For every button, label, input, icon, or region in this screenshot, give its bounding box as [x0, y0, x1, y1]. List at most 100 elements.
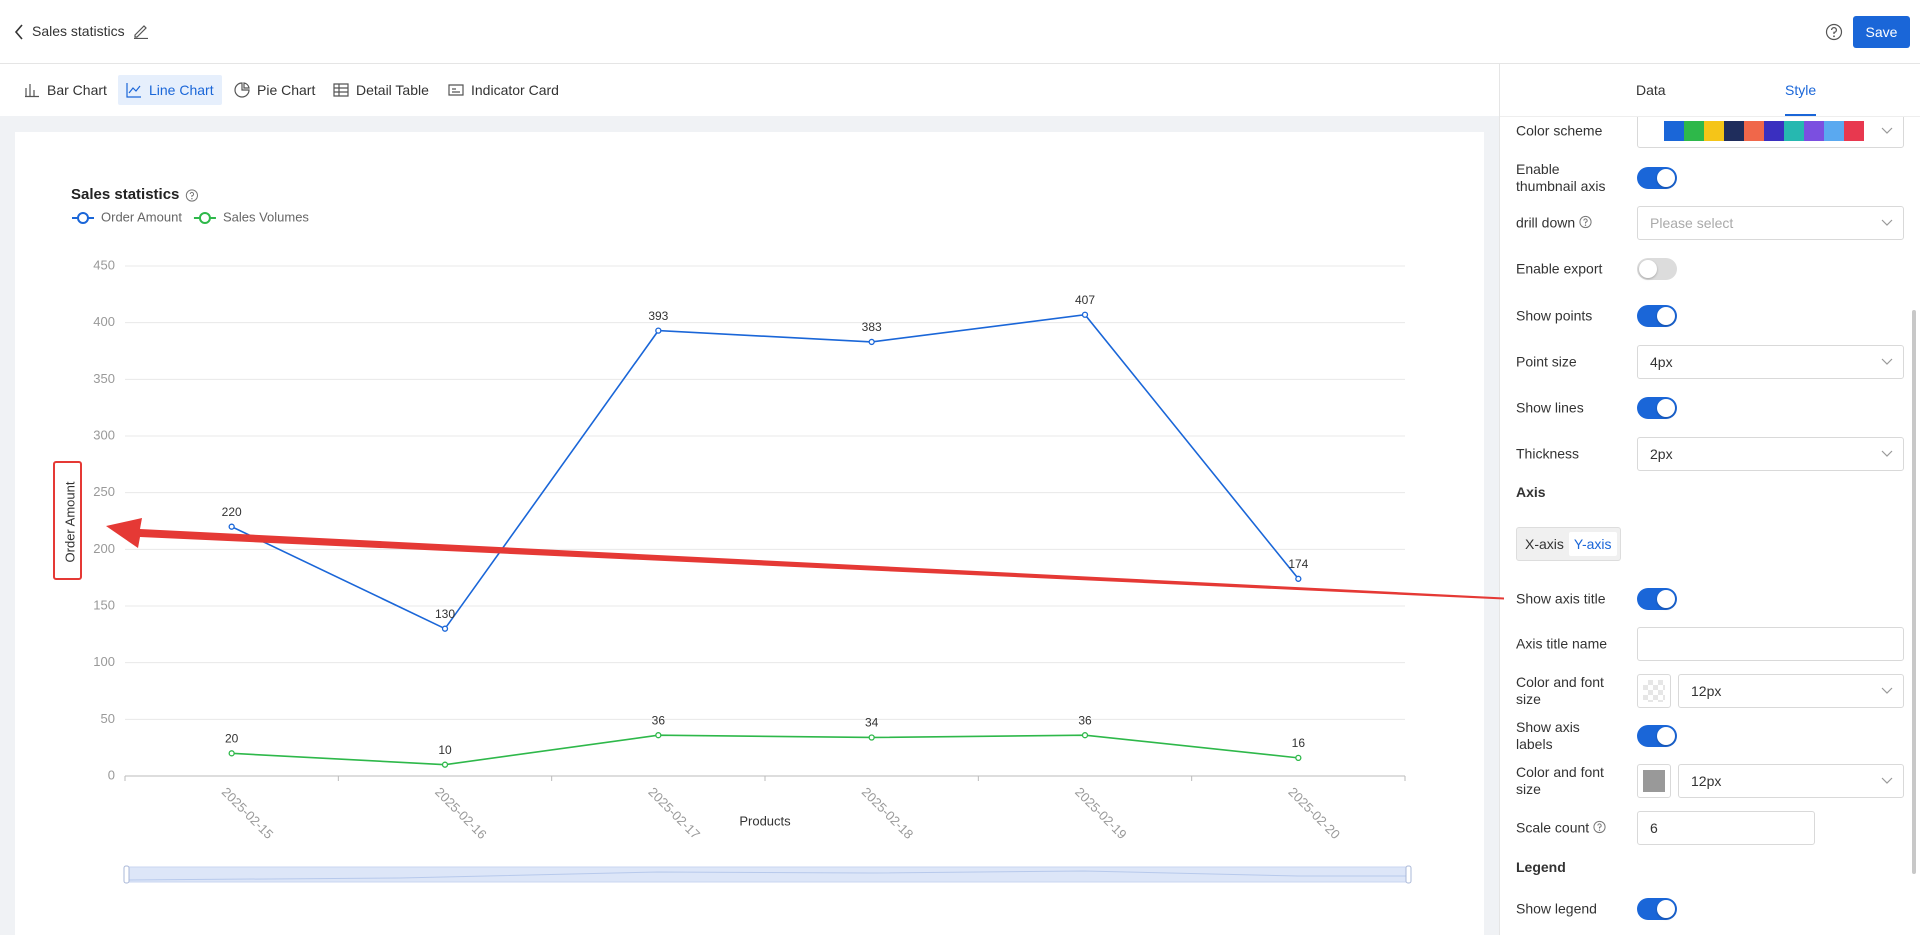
data-point[interactable] [1295, 754, 1302, 762]
data-point[interactable] [655, 732, 662, 739]
toggle[interactable] [1637, 588, 1677, 610]
toggle[interactable] [1637, 167, 1677, 189]
data-label: 220 [222, 505, 242, 519]
data-point[interactable] [1081, 732, 1089, 739]
color-scheme-select[interactable] [1637, 117, 1904, 148]
toggle-knob [1657, 169, 1675, 187]
chart-type-tab[interactable]: Indicator Card [440, 75, 567, 105]
chevron [1881, 358, 1893, 365]
toggle[interactable] [1637, 397, 1677, 419]
panel-tab[interactable]: Data [1636, 82, 1666, 98]
help-mark [1583, 218, 1588, 224]
canvas: Sales statistics Order Amount Sales Volume… [0, 116, 1500, 952]
color-swatch [1643, 680, 1665, 702]
section-heading: Legend [1516, 859, 1566, 875]
color-picker[interactable] [1637, 674, 1671, 708]
toggle[interactable] [1637, 305, 1677, 327]
setting-label: Show legend [1516, 901, 1620, 918]
value: 12px [1691, 683, 1722, 699]
label-text: Show points [1516, 307, 1593, 324]
edit-icon[interactable] [133, 23, 149, 39]
data-label: 174 [1288, 557, 1308, 571]
select[interactable]: Please select [1637, 206, 1904, 240]
data-point[interactable] [1081, 311, 1089, 318]
data-point[interactable] [441, 761, 449, 768]
toggle-knob [1657, 727, 1675, 745]
setting-label: Axis title name [1516, 636, 1620, 653]
toggle[interactable] [1637, 898, 1677, 920]
style-panel: Data Style Color scheme Enable thumbnail a… [1499, 64, 1920, 935]
tab-icon-path [25, 84, 39, 98]
help-icon[interactable] [1825, 23, 1843, 41]
chart-type-tab[interactable]: Line Chart [118, 75, 222, 105]
font-size-select[interactable]: 12px [1678, 674, 1904, 708]
font-size-select[interactable]: 12px [1678, 764, 1904, 798]
data-label: 20 [225, 732, 239, 746]
setting-label: drill down [1516, 215, 1620, 232]
panel-tabs: Data Style [1500, 64, 1920, 117]
input[interactable]: 6 [1637, 811, 1815, 845]
panel-tab[interactable]: Style [1785, 64, 1817, 116]
chart-type-tab[interactable]: Pie Chart [226, 75, 323, 105]
data-point[interactable] [228, 523, 235, 530]
data-point[interactable] [868, 734, 875, 741]
x-tick-label: 2025-02-20 [1285, 784, 1343, 842]
chart-type-tab[interactable]: Bar Chart [16, 75, 115, 105]
legend-label[interactable]: Order Amount [101, 209, 182, 224]
data-zoom-handle[interactable] [1405, 865, 1412, 884]
help-icon[interactable] [1593, 820, 1606, 834]
x-tick-label: 2025-02-18 [859, 784, 917, 842]
segment[interactable]: X-axis [1525, 536, 1564, 552]
y-tick-label: 300 [93, 427, 115, 442]
chevron-path [1881, 127, 1893, 134]
tab-label: Detail Table [356, 82, 429, 98]
data-point[interactable] [228, 750, 235, 757]
label-text: Color and font size [1516, 674, 1604, 707]
input[interactable] [1637, 627, 1904, 661]
data-zoom-handle[interactable] [123, 865, 130, 884]
help-circle [1593, 820, 1606, 834]
help-mark [189, 191, 195, 197]
data-point[interactable] [868, 338, 875, 346]
y-tick-label: 400 [93, 314, 115, 329]
placeholder: Please select [1650, 215, 1734, 231]
tab-label: Indicator Card [471, 82, 559, 98]
save-button[interactable]: Save [1853, 16, 1910, 48]
color-picker[interactable] [1637, 764, 1671, 798]
chevron [1881, 127, 1893, 134]
select[interactable]: 2px [1637, 437, 1904, 471]
y-tick-label: 50 [101, 711, 115, 726]
data-point[interactable] [1295, 575, 1302, 582]
chart-type-tab[interactable]: Detail Table [325, 75, 437, 105]
help-icon[interactable] [185, 189, 199, 202]
data-point[interactable] [655, 327, 662, 334]
chevron [1881, 687, 1893, 694]
chevron-path [1881, 687, 1893, 694]
select[interactable]: 4px [1637, 345, 1904, 379]
back-icon[interactable] [14, 24, 24, 40]
data-label: 407 [1075, 293, 1095, 307]
segment[interactable]: Y-axis [1568, 532, 1617, 556]
y-tick-label: 250 [93, 484, 115, 499]
label-text: Scale count [1516, 819, 1590, 836]
chevron-path [1881, 219, 1893, 226]
tab-icon [25, 84, 39, 98]
label-text: Color and font size [1516, 764, 1604, 797]
label-text: Show axis title [1516, 590, 1606, 607]
data-label: 16 [1292, 736, 1306, 750]
scrollbar[interactable] [1912, 310, 1916, 874]
x-axis-title: Products [739, 813, 791, 828]
data-label: 10 [438, 743, 452, 757]
toggle[interactable] [1637, 258, 1677, 280]
color-swatch [1784, 121, 1804, 141]
legend-label[interactable]: Sales Volumes [223, 209, 309, 224]
toggle-knob [1657, 900, 1675, 918]
setting-label: Show axis labels [1516, 719, 1620, 753]
help-mark [1597, 823, 1602, 829]
toggle[interactable] [1637, 725, 1677, 747]
help-icon[interactable] [1579, 215, 1592, 229]
data-point[interactable] [441, 625, 449, 632]
label-text: Enable export [1516, 260, 1603, 277]
color-swatch [1704, 121, 1724, 141]
chevron [1881, 219, 1893, 226]
